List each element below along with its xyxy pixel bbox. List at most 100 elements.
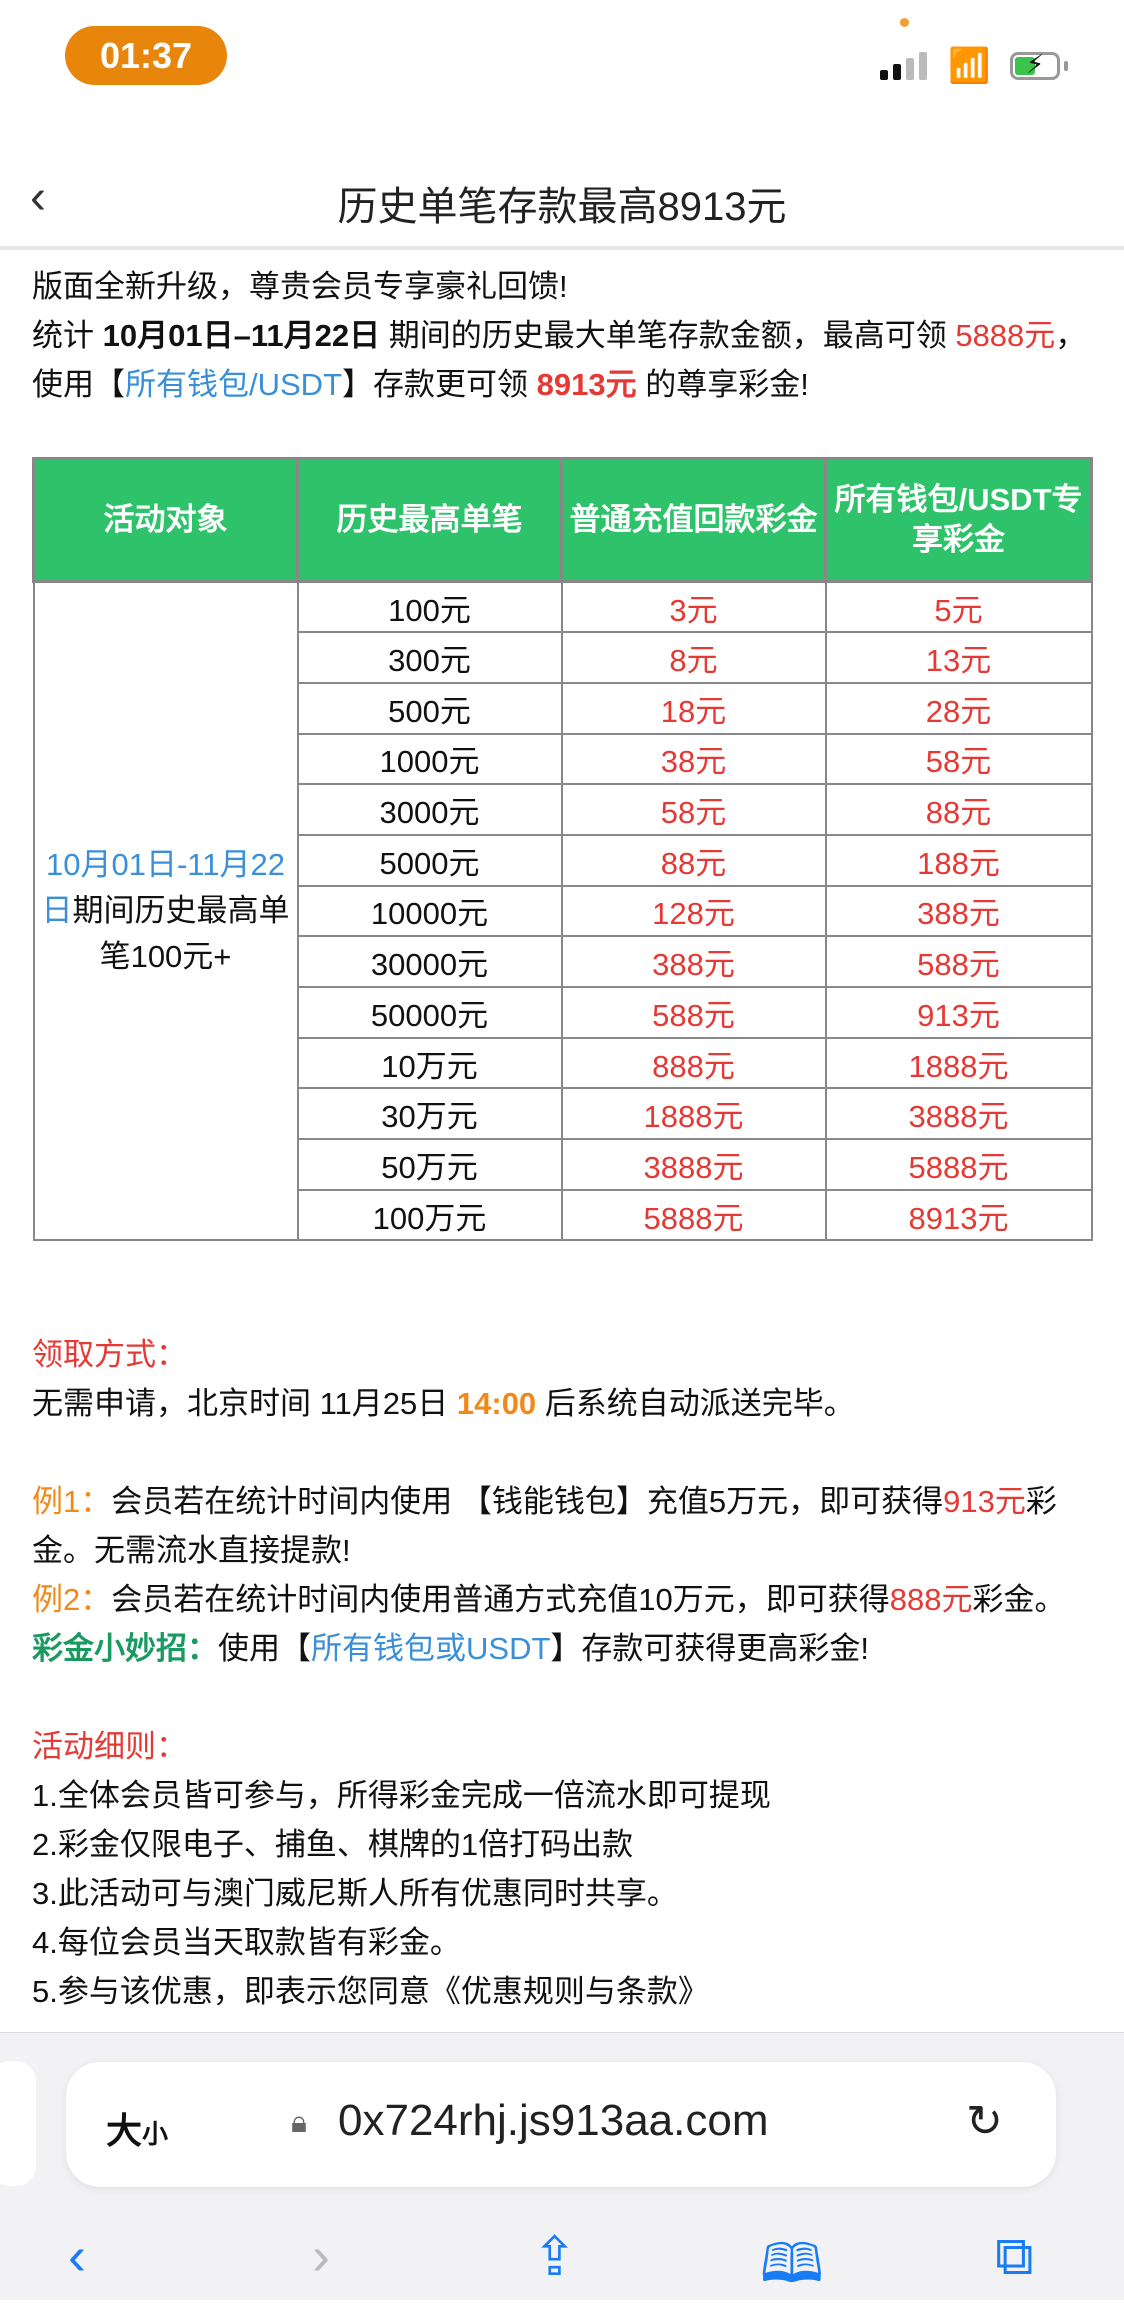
example-1: 例1：会员若在统计时间内使用 【钱能钱包】充值5万元，即可获得913元彩金。无需… xyxy=(32,1477,1102,1575)
amount: 913元 xyxy=(943,1484,1026,1519)
label: 彩金小妙招： xyxy=(32,1631,218,1666)
wallet-bonus-cell: 188元 xyxy=(824,833,1093,887)
date-range: 10月01日–11月22日 xyxy=(102,318,381,353)
previous-tab-peek[interactable] xyxy=(0,2061,36,2186)
normal-bonus-cell: 888元 xyxy=(560,1036,827,1090)
table-row: 5000元 88元 188元 xyxy=(34,833,1093,887)
normal-bonus-cell: 18元 xyxy=(560,681,827,735)
battery-tip xyxy=(1064,61,1068,71)
address-bar[interactable]: 大小 🔒︎ 0x724rhj.js913aa.com ↻ xyxy=(66,2062,1056,2187)
table-row: 50000元 588元 913元 xyxy=(34,986,1093,1039)
table-row: 30万元 1888元 3888元 xyxy=(34,1087,1093,1141)
wallet-bonus-cell: 58元 xyxy=(824,732,1093,786)
text: ，使用【 xyxy=(32,318,1087,402)
url-text[interactable]: 0x724rhj.js913aa.com xyxy=(338,2096,769,2145)
deposit-cell: 100万元 xyxy=(296,1188,563,1242)
label: 例2： xyxy=(32,1582,112,1617)
text: 】存款更可领 xyxy=(342,367,537,402)
rule-item: 1.全体会员皆可参与，所得彩金完成一倍流水即可提现 xyxy=(32,1778,771,1813)
reload-icon[interactable]: ↻ xyxy=(966,2097,1003,2146)
deposit-cell: 50万元 xyxy=(296,1138,563,1191)
text: 】存款可获得更高彩金! xyxy=(550,1631,870,1666)
normal-bonus-cell: 3元 xyxy=(560,580,827,634)
normal-bonus-cell: 58元 xyxy=(560,783,827,836)
target-cell: 10月01日-11月22日期间历史最高单笔100元+ xyxy=(32,580,299,1242)
text: 后系统自动派送完毕。 xyxy=(536,1386,855,1421)
deposit-cell: 30万元 xyxy=(296,1087,563,1141)
target-dates: 10月01日-11月22日 xyxy=(41,847,285,929)
battery-icon: ⚡ xyxy=(1010,49,1060,80)
rule-item: 4.每位会员当天取款皆有彩金。 xyxy=(32,1925,461,1960)
forward-icon[interactable]: › xyxy=(312,2226,330,2286)
page-title: 历史单笔存款最高8913元 xyxy=(337,185,787,229)
text: 彩金。无需流水直接提款! xyxy=(32,1484,1057,1568)
rules-heading: 活动细则： xyxy=(32,1729,187,1764)
tabs-icon[interactable]: ⧉ xyxy=(995,2226,1034,2286)
table-row: 1000元 38元 58元 xyxy=(34,732,1093,786)
rule-item: 2.彩金仅限电子、捕鱼、棋牌的1倍打码出款 xyxy=(32,1827,634,1862)
text: 会员若在统计时间内使用普通方式充值10万元，即可获得 xyxy=(111,1582,890,1617)
table-row: 10万元 888元 1888元 xyxy=(34,1036,1093,1090)
text: 统计 xyxy=(32,318,103,353)
wallet-bonus-cell: 13元 xyxy=(824,631,1093,684)
text: 会员若在统计时间内使用 【钱能钱包】充值5万元，即可获得 xyxy=(111,1484,944,1519)
amount: 888元 xyxy=(889,1582,973,1617)
table-row: 300元 8元 13元 xyxy=(34,631,1093,684)
wallet-link: 所有钱包或USDT xyxy=(311,1631,551,1666)
wallet-bonus-cell: 588元 xyxy=(824,935,1093,988)
text-size-button[interactable]: 大小 xyxy=(106,2102,168,2154)
text: 大 xyxy=(106,2110,143,2151)
bonus-table: 活动对象 历史最高单笔 普通充值回款彩金 所有钱包/USDT专享彩金 10月01… xyxy=(32,457,1093,1242)
deposit-cell: 50000元 xyxy=(296,986,563,1039)
nav-bar: ‹ 历史单笔存款最高8913元 xyxy=(0,150,1124,250)
normal-bonus-cell: 128元 xyxy=(560,884,827,938)
header-max-deposit: 历史最高单笔 xyxy=(296,457,563,583)
table-row: 10月01日-11月22日期间历史最高单笔100元+ 100元 3元 5元 xyxy=(32,580,1093,1242)
table-row: 500元 18元 28元 xyxy=(34,681,1093,735)
deposit-cell: 10万元 xyxy=(296,1036,563,1090)
normal-bonus-cell: 8元 xyxy=(560,631,827,684)
browser-toolbar: 大小 🔒︎ 0x724rhj.js913aa.com ↻ ‹ › ⇪ 🕮︎ ⧉ xyxy=(0,2032,1124,2300)
table-row: 3000元 58元 88元 xyxy=(34,783,1093,836)
back-chevron-icon[interactable]: ‹ xyxy=(30,171,46,224)
deposit-cell: 10000元 xyxy=(296,884,563,938)
text: 的尊享彩金! xyxy=(636,367,809,402)
normal-bonus-cell: 1888元 xyxy=(560,1087,827,1141)
deposit-cell: 300元 xyxy=(296,631,563,684)
claim-text: 无需申请，北京时间 11月25日 14:00 后系统自动派送完毕。 xyxy=(32,1379,1102,1428)
claim-heading: 领取方式： xyxy=(32,1337,187,1372)
wallet-bonus-cell: 1888元 xyxy=(824,1036,1093,1090)
tip: 彩金小妙招：使用【所有钱包或USDT】存款可获得更高彩金! xyxy=(32,1624,1102,1673)
wallet-bonus-cell: 388元 xyxy=(824,884,1093,938)
deposit-cell: 30000元 xyxy=(296,935,563,988)
intro: 版面全新升级，尊贵会员专享豪礼回馈! 统计 10月01日–11月22日 期间的历… xyxy=(32,262,1102,409)
wallet-bonus-cell: 5888元 xyxy=(824,1138,1093,1191)
back-icon[interactable]: ‹ xyxy=(68,2226,86,2286)
label: 例1： xyxy=(32,1484,112,1519)
normal-bonus-cell: 388元 xyxy=(560,935,827,988)
table-row: 10000元 128元 388元 xyxy=(34,884,1093,938)
status-bar: 01:37 📶 ⚡ xyxy=(0,0,1124,110)
wallet-bonus-cell: 3888元 xyxy=(824,1087,1093,1141)
header-wallet-bonus: 所有钱包/USDT专享彩金 xyxy=(824,457,1093,583)
wallet-bonus-cell: 913元 xyxy=(824,986,1093,1039)
header-normal-bonus: 普通充值回款彩金 xyxy=(560,457,827,583)
target-text: 期间历史最高单笔100元+ xyxy=(72,893,290,975)
deposit-cell: 3000元 xyxy=(296,783,563,836)
normal-bonus-cell: 5888元 xyxy=(560,1188,827,1242)
table-row: 100万元 5888元 8913元 xyxy=(34,1188,1093,1242)
table-row: 30000元 388元 588元 xyxy=(34,935,1093,988)
deposit-cell: 1000元 xyxy=(296,732,563,786)
lock-icon: 🔒︎ xyxy=(291,2106,307,2139)
header-target: 活动对象 xyxy=(32,457,299,583)
normal-bonus-cell: 588元 xyxy=(560,986,827,1039)
details: 领取方式： 无需申请，北京时间 11月25日 14:00 后系统自动派送完毕。 … xyxy=(32,1330,1102,2016)
wallet-bonus-cell: 28元 xyxy=(824,681,1093,735)
normal-bonus-cell: 3888元 xyxy=(560,1138,827,1191)
text: 无需申请，北京时间 11月25日 xyxy=(32,1386,457,1421)
deposit-cell: 500元 xyxy=(296,681,563,735)
share-icon[interactable]: ⇪ xyxy=(532,2227,578,2287)
normal-bonus-cell: 38元 xyxy=(560,732,827,786)
bookmarks-icon[interactable]: 🕮︎ xyxy=(760,2234,824,2294)
intro-paragraph: 统计 10月01日–11月22日 期间的历史最大单笔存款金额，最高可领 5888… xyxy=(32,311,1102,409)
